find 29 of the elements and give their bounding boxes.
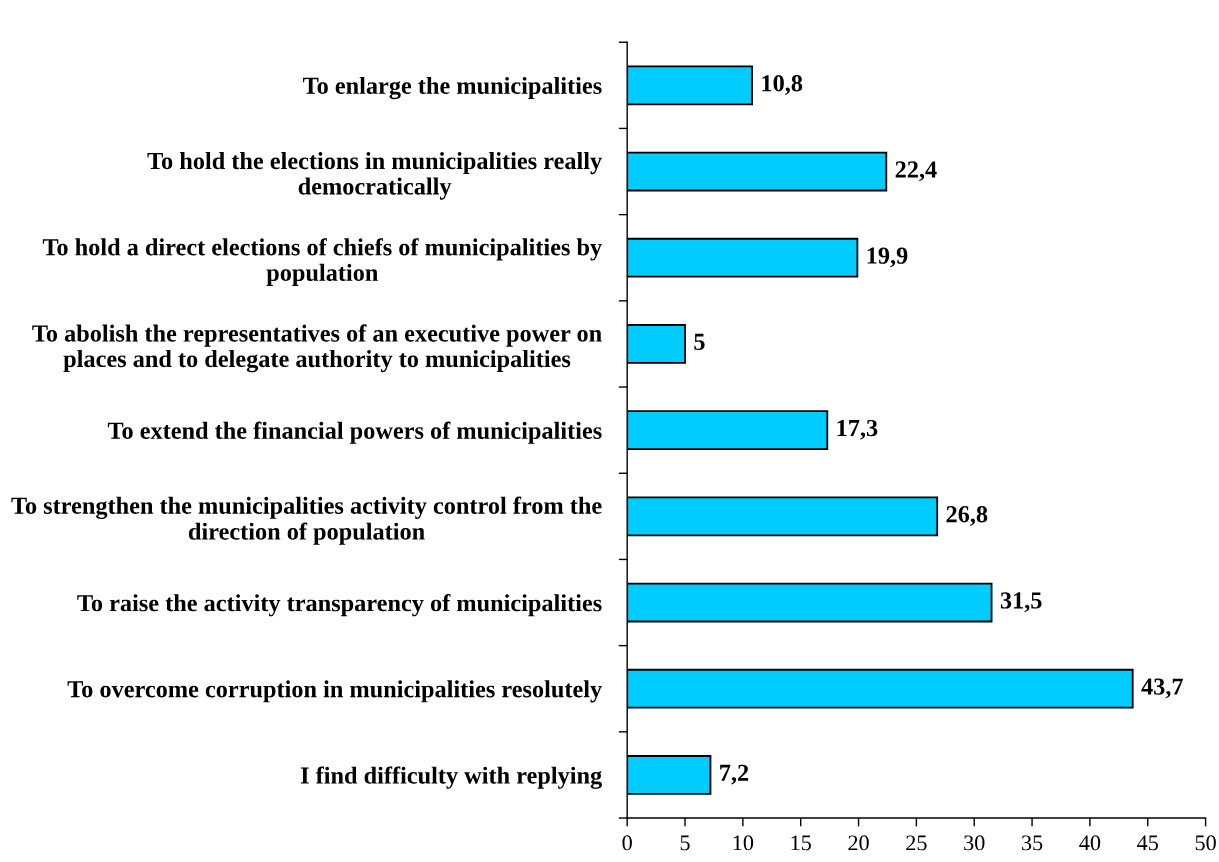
x-tick-label: 0 (622, 835, 632, 851)
x-tick-label: 20 (848, 835, 869, 851)
data-label: 26,8 (946, 506, 988, 526)
x-tick-label: 15 (791, 835, 811, 851)
x-tick-label: 25 (906, 835, 927, 851)
data-label: 43,7 (1141, 678, 1183, 699)
x-tick-label: 35 (1022, 835, 1043, 851)
y-tick-label: To raise the activity transparency of municipalities (77, 593, 602, 617)
x-tick-label: 5 (680, 835, 690, 851)
x-tick-label: 40 (1079, 835, 1101, 851)
y-tick-label: To abolish the representatives of an executive power on places and to delegate authority to municipalities (32, 324, 602, 373)
data-label: 5 (694, 333, 705, 351)
y-tick-label: To strengthen the municipalities activity control from the direction of population (11, 496, 602, 545)
data-label: 10,8 (762, 75, 803, 95)
y-tick-label: To extend the financial powers of municipalities (107, 421, 602, 444)
x-tick-label: 45 (1137, 835, 1158, 851)
x-tick-label: 50 (1195, 835, 1216, 851)
y-tick-label: I find difficulty with replying (300, 766, 602, 789)
data-label: 7,2 (720, 764, 749, 785)
data-label: 19,9 (867, 247, 908, 268)
x-tick-label: 30 (964, 835, 985, 851)
data-label: 31,5 (1000, 592, 1042, 613)
y-tick-label: To hold the elections in municipalities really democratically (147, 152, 602, 200)
x-tick-label: 10 (733, 835, 754, 851)
y-tick-label: To enlarge the municipalities (303, 76, 602, 100)
y-tick-label: To overcome corruption in municipalities resolutely (67, 680, 602, 703)
data-label: 17,3 (837, 419, 878, 440)
y-tick-label: To hold a direct elections of chiefs of municipalities by population (42, 238, 602, 286)
data-label: 22,4 (895, 161, 937, 182)
